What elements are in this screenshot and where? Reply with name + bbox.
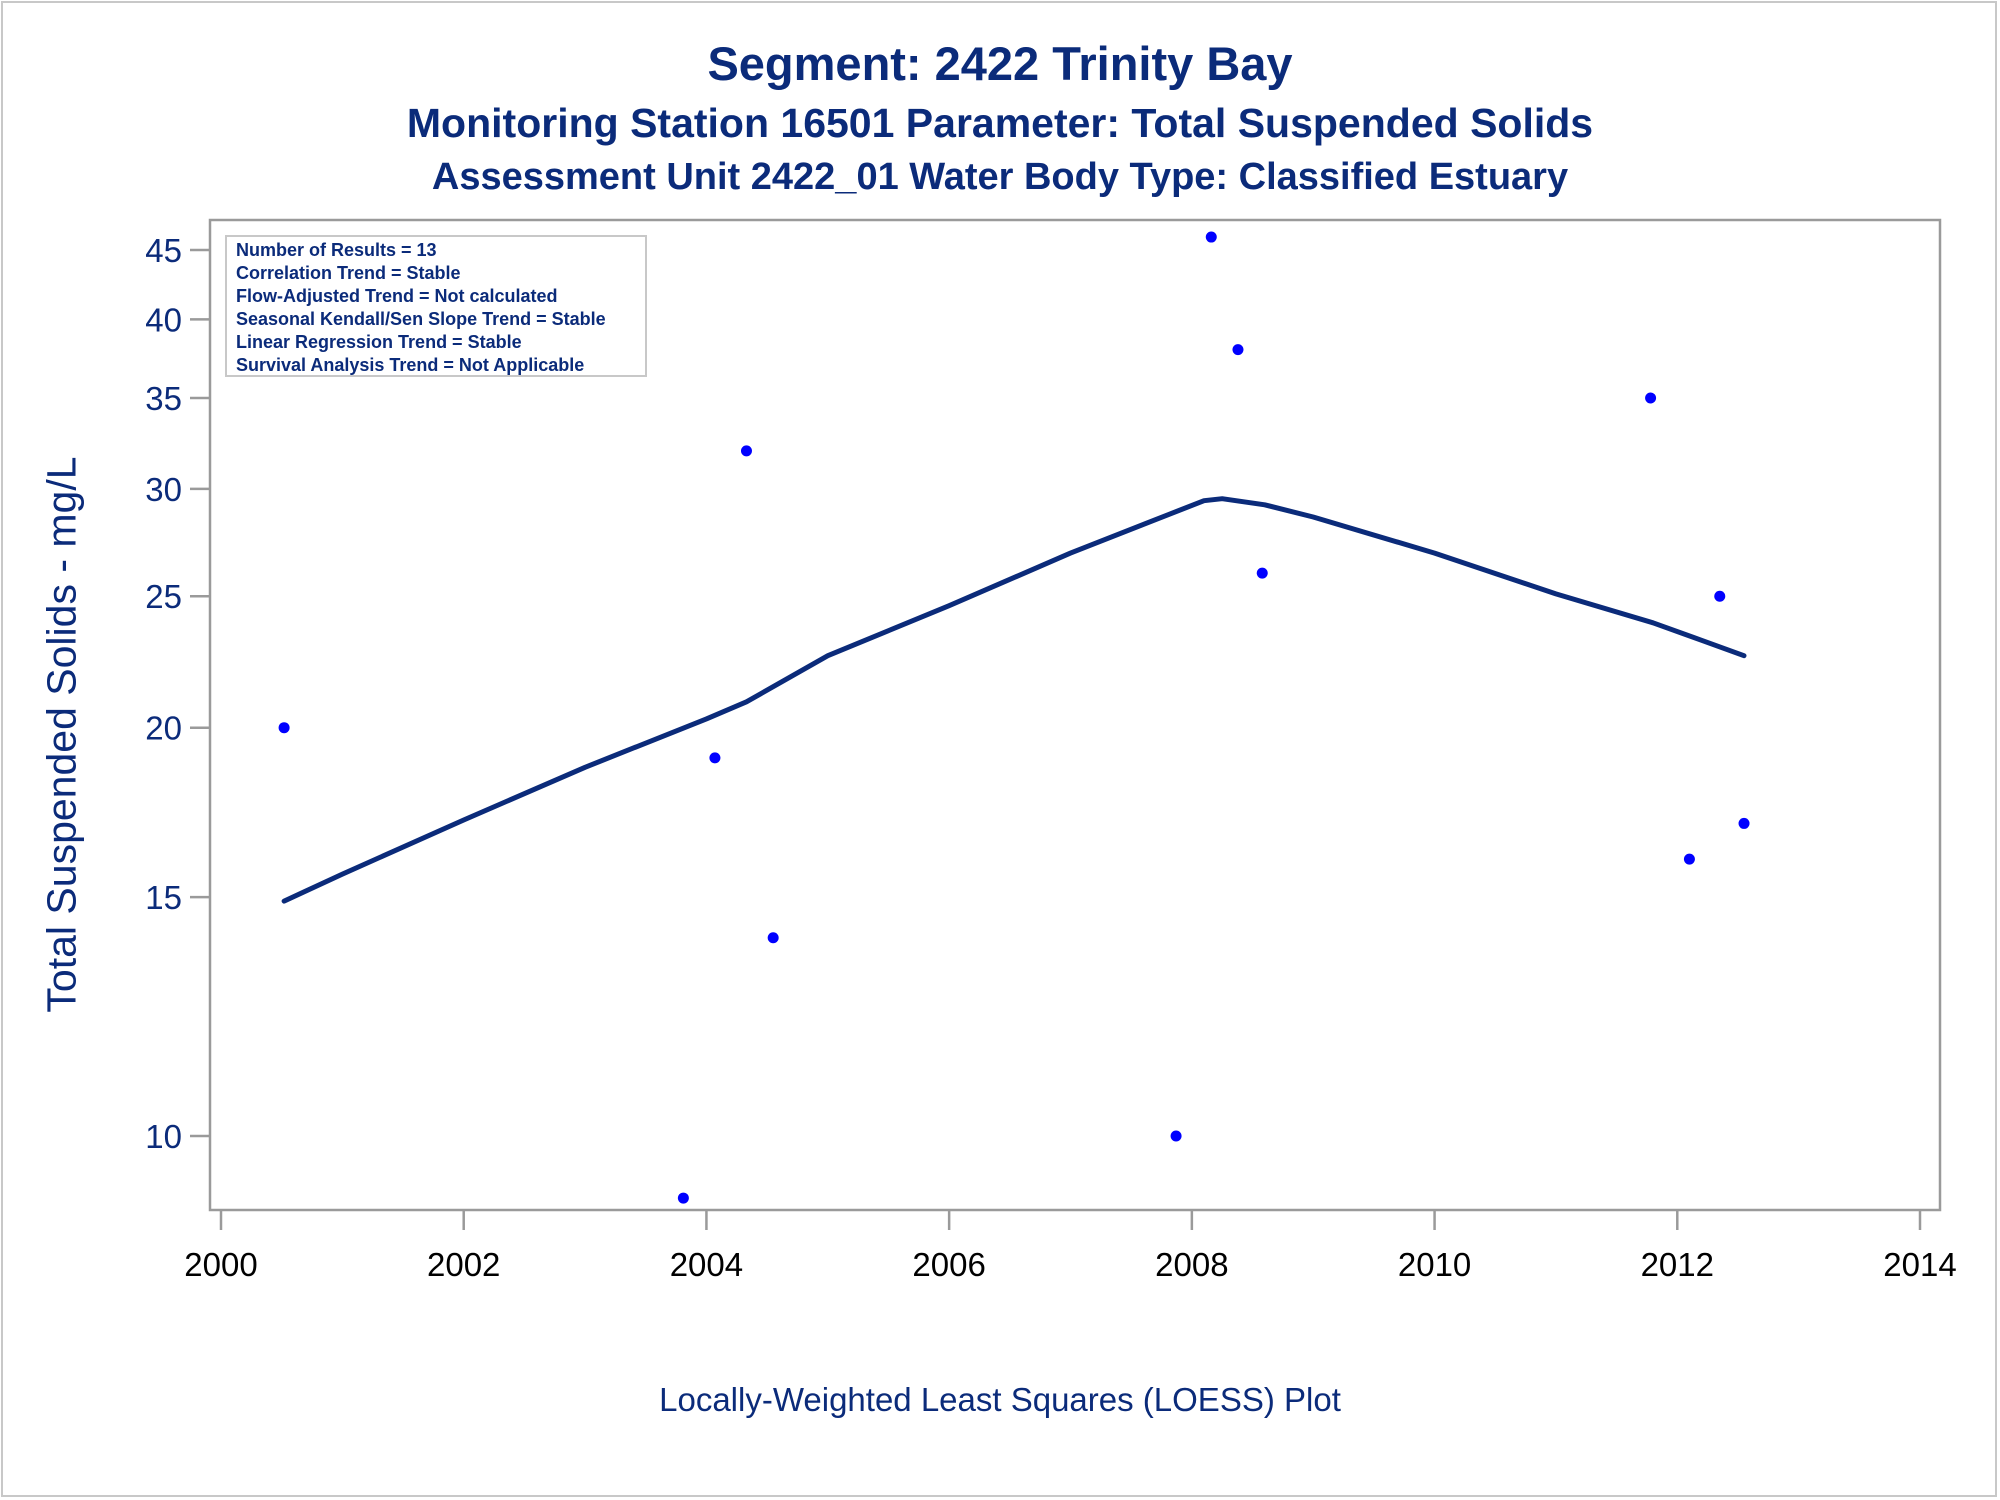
- x-tick-label: 2006: [912, 1246, 985, 1283]
- data-point: [1256, 567, 1268, 579]
- stats-legend-line: Seasonal Kendall/Sen Slope Trend = Stabl…: [236, 309, 606, 329]
- x-tick-label: 2012: [1641, 1246, 1714, 1283]
- stats-legend-line: Flow-Adjusted Trend = Not calculated: [236, 286, 558, 306]
- data-point: [677, 1192, 689, 1204]
- plot-area: [208, 218, 1942, 1212]
- y-axis: 10 15 20 25 30 35 40 45: [145, 232, 210, 1155]
- x-tick-label: 2010: [1398, 1246, 1471, 1283]
- loess-line: [281, 496, 1747, 904]
- data-point: [1738, 817, 1750, 829]
- y-tick-label: 30: [145, 471, 182, 508]
- y-tick-label: 40: [145, 301, 182, 338]
- data-point: [1170, 1130, 1182, 1142]
- stats-legend-line: Linear Regression Trend = Stable: [236, 332, 522, 352]
- x-axis-caption: Locally-Weighted Least Squares (LOESS) P…: [659, 1381, 1341, 1418]
- data-point: [1645, 392, 1657, 404]
- data-point: [278, 722, 290, 734]
- x-tick-label: 2002: [427, 1246, 500, 1283]
- stats-legend-line: Survival Analysis Trend = Not Applicable: [236, 355, 584, 375]
- y-tick-label: 45: [145, 232, 182, 269]
- data-point: [1714, 590, 1726, 602]
- chart-subtitle: Monitoring Station 16501 Parameter: Tota…: [406, 100, 1594, 146]
- data-point: [1232, 344, 1244, 356]
- stats-legend: Number of Results = 13 Correlation Trend …: [225, 235, 647, 377]
- data-points: [278, 231, 1750, 1204]
- data-point: [709, 752, 721, 764]
- y-tick-label: 35: [145, 380, 182, 417]
- chart-subtitle-2: Assessment Unit 2422_01 Water Body Type:…: [431, 156, 1569, 198]
- data-point: [767, 932, 779, 944]
- stats-legend-line: Number of Results = 13: [236, 240, 437, 260]
- y-tick-label: 20: [145, 710, 182, 747]
- data-point: [1683, 853, 1695, 865]
- x-tick-label: 2004: [670, 1246, 743, 1283]
- x-axis: 2000 2002 2004 2006 2008 2010 2012 2014: [184, 1210, 1957, 1283]
- stats-legend-line: Correlation Trend = Stable: [236, 263, 461, 283]
- y-tick-label: 10: [145, 1118, 182, 1155]
- data-point: [740, 445, 752, 457]
- y-tick-label: 25: [145, 578, 182, 615]
- data-point: [1205, 231, 1217, 243]
- x-tick-label: 2008: [1155, 1246, 1228, 1283]
- chart-title: Segment: 2422 Trinity Bay: [707, 37, 1293, 90]
- x-tick-label: 2014: [1883, 1246, 1956, 1283]
- y-tick-label: 15: [145, 879, 182, 916]
- stats-legend-box: [225, 235, 647, 377]
- x-tick-label: 2000: [184, 1246, 257, 1283]
